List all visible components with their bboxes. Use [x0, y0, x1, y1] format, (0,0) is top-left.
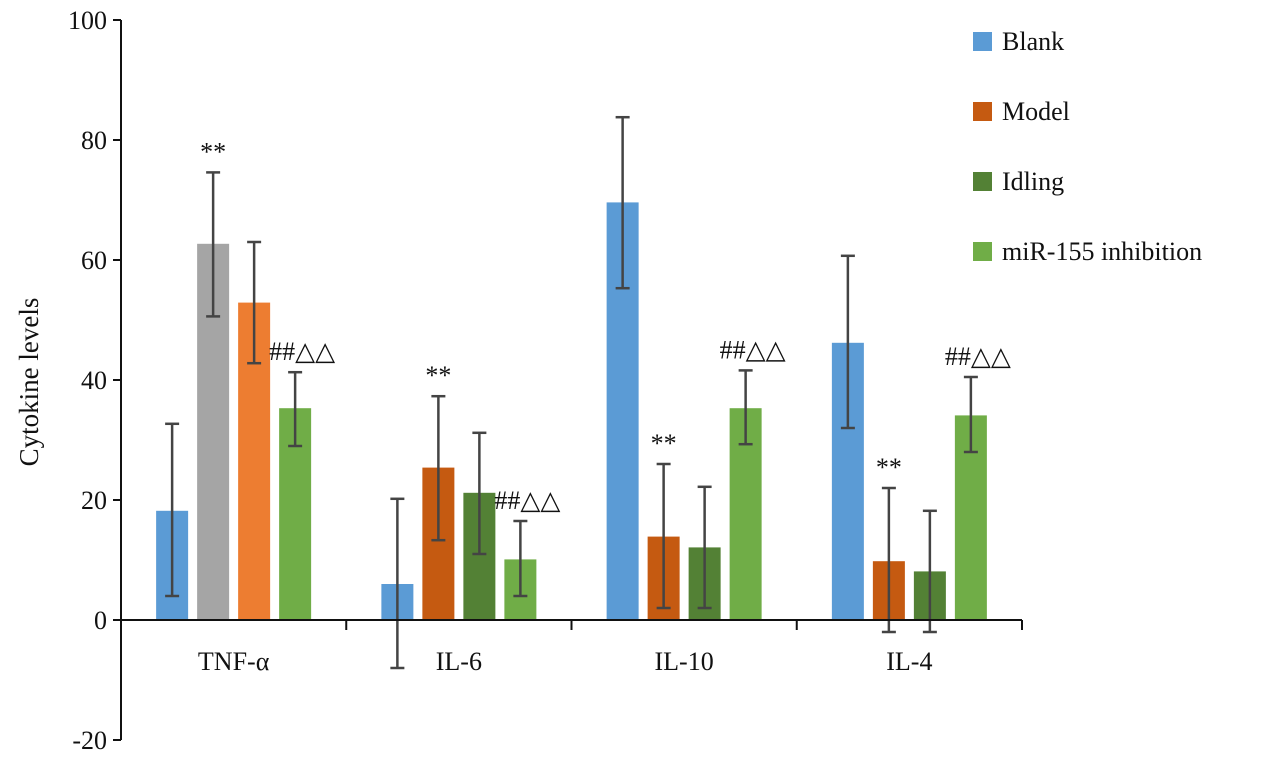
y-tick-label: 80 — [81, 126, 107, 155]
legend-swatch — [973, 102, 992, 121]
x-category-label: IL-10 — [655, 647, 714, 676]
significance-annotation: ##△△ — [945, 342, 1011, 371]
significance-annotation: ** — [200, 137, 226, 166]
legend-label: Model — [1002, 97, 1070, 126]
significance-annotation: ##△△ — [269, 337, 335, 366]
significance-annotation: ** — [425, 361, 451, 390]
legend-swatch — [973, 32, 992, 51]
y-tick-label: 0 — [94, 606, 107, 635]
y-tick-label: 60 — [81, 246, 107, 275]
y-tick-label: 100 — [68, 6, 107, 35]
y-tick-label: -20 — [72, 726, 107, 755]
legend-label: Blank — [1002, 27, 1064, 56]
x-category-label: TNF-α — [198, 647, 270, 676]
y-axis-label: Cytokine levels — [14, 298, 44, 467]
significance-annotation: ##△△ — [720, 335, 786, 364]
y-tick-label: 40 — [81, 366, 107, 395]
x-category-label: IL-6 — [436, 647, 482, 676]
legend-label: miR-155 inhibition — [1002, 237, 1202, 266]
legend-swatch — [973, 172, 992, 191]
significance-annotation: ** — [876, 453, 902, 482]
significance-annotation: ** — [651, 429, 677, 458]
legend-label: Idling — [1002, 167, 1064, 196]
legend-swatch — [973, 242, 992, 261]
significance-annotation: ##△△ — [494, 486, 560, 515]
x-category-label: IL-4 — [886, 647, 932, 676]
y-tick-label: 20 — [81, 486, 107, 515]
